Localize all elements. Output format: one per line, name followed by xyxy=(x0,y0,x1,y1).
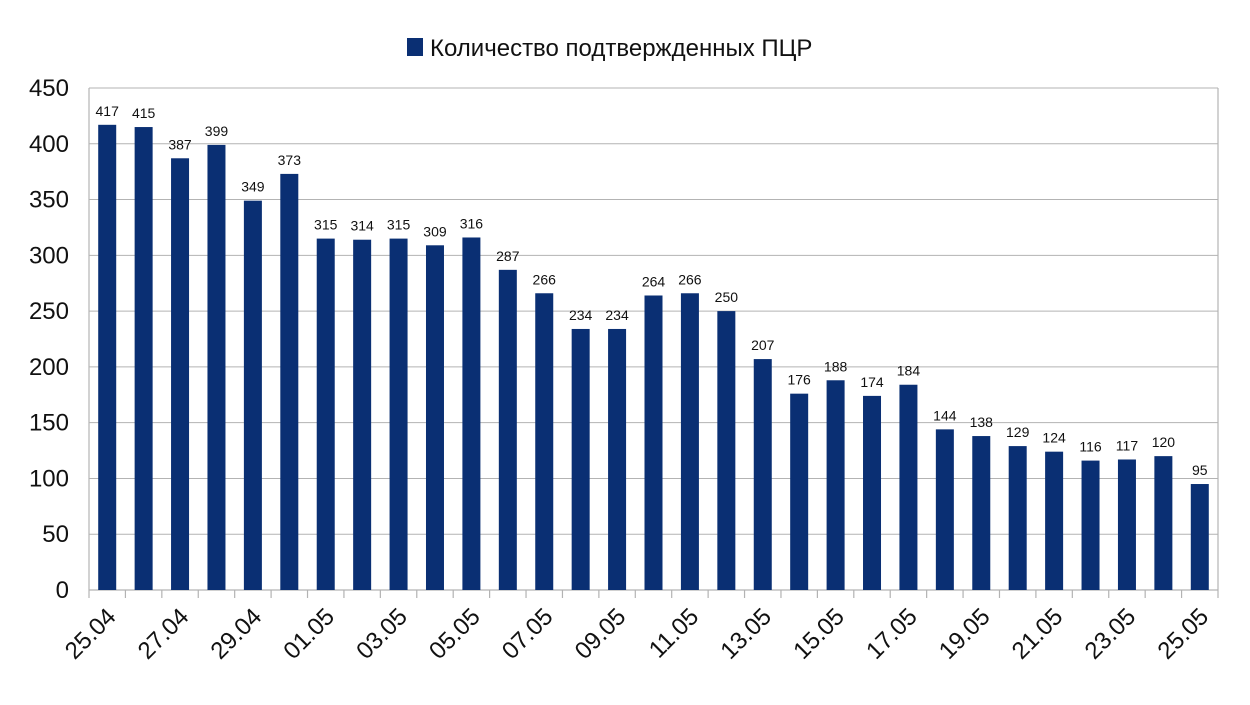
x-tick-label: 29.04 xyxy=(206,603,268,665)
x-tick-label: 23.05 xyxy=(1080,603,1142,665)
bar xyxy=(571,328,590,590)
data-label: 95 xyxy=(1192,462,1208,478)
legend-swatch xyxy=(407,38,423,56)
x-tick-label: 19.05 xyxy=(934,603,996,665)
data-labels: 417 415 387 399 349 373 315 314 315 309 316 287 266 2… xyxy=(96,103,1208,478)
data-label: 264 xyxy=(642,273,666,289)
bar xyxy=(717,311,736,590)
bar xyxy=(608,328,627,590)
data-label: 417 xyxy=(96,103,120,119)
y-tick-label: 200 xyxy=(29,354,69,381)
bar xyxy=(790,393,809,590)
y-tick-label: 250 xyxy=(29,298,69,325)
legend: Количество подтвержденных ПЦР xyxy=(407,35,812,62)
x-tick-label: 17.05 xyxy=(861,603,923,665)
data-label: 129 xyxy=(1006,424,1030,440)
bar xyxy=(935,429,954,590)
x-tick-label: 25.05 xyxy=(1152,603,1214,665)
bar xyxy=(462,237,481,591)
bar xyxy=(134,127,153,591)
data-label: 266 xyxy=(533,271,557,287)
data-label: 117 xyxy=(1116,437,1139,453)
data-label: 207 xyxy=(751,337,775,353)
bars xyxy=(98,124,1209,591)
bar xyxy=(1190,484,1209,590)
data-label: 184 xyxy=(897,363,921,379)
data-label: 176 xyxy=(787,372,811,388)
bar xyxy=(1081,460,1100,590)
bar xyxy=(316,238,335,590)
bar xyxy=(1154,456,1173,590)
bar xyxy=(1045,451,1064,590)
data-label: 234 xyxy=(569,307,593,323)
x-tick-label: 25.04 xyxy=(60,603,122,665)
bar xyxy=(98,124,117,591)
data-label: 373 xyxy=(278,152,302,168)
data-label: 349 xyxy=(241,179,265,195)
bar xyxy=(972,436,991,590)
y-tick-label: 100 xyxy=(29,465,69,492)
bar xyxy=(644,295,663,590)
data-label: 315 xyxy=(314,217,338,233)
bar xyxy=(280,173,299,591)
x-axis-ticks: 25.04 27.04 29.04 01.05 03.05 05.05 07.05 09.05… xyxy=(60,603,1214,665)
y-axis-ticks: 0 50 100 150 200 250 300 350 400 450 xyxy=(29,75,69,604)
y-tick-label: 0 xyxy=(56,577,69,604)
x-tick-label: 07.05 xyxy=(497,603,559,665)
data-label: 399 xyxy=(205,123,229,139)
x-tick-label: 05.05 xyxy=(424,603,486,665)
bar xyxy=(207,144,226,591)
data-label: 316 xyxy=(460,215,484,231)
bar xyxy=(498,269,517,590)
bar xyxy=(389,238,408,590)
data-label: 120 xyxy=(1152,434,1176,450)
data-label: 174 xyxy=(860,374,884,390)
x-tick-label: 27.04 xyxy=(133,603,195,665)
x-tick-label: 09.05 xyxy=(570,603,632,665)
data-label: 387 xyxy=(168,136,192,152)
data-label: 315 xyxy=(387,217,411,233)
data-label: 144 xyxy=(933,407,957,423)
data-label: 188 xyxy=(824,358,848,374)
bar xyxy=(826,380,845,590)
data-label: 309 xyxy=(423,223,447,239)
x-tick-label: 01.05 xyxy=(278,603,340,665)
data-label: 234 xyxy=(605,307,629,323)
x-tick-label: 21.05 xyxy=(1007,603,1069,665)
data-label: 138 xyxy=(970,414,994,430)
x-tick-label: 03.05 xyxy=(351,603,413,665)
data-label: 314 xyxy=(350,218,374,234)
x-tick-label: 15.05 xyxy=(788,603,850,665)
bar xyxy=(171,158,190,590)
bar xyxy=(353,239,372,590)
bar xyxy=(243,200,262,590)
data-label: 415 xyxy=(132,105,156,121)
bar xyxy=(680,293,699,590)
y-tick-label: 450 xyxy=(29,75,69,102)
y-tick-label: 400 xyxy=(29,131,69,158)
x-tick-label: 11.05 xyxy=(644,603,704,663)
bar xyxy=(863,395,882,590)
bar xyxy=(899,384,918,590)
data-label: 116 xyxy=(1079,439,1102,455)
data-label: 287 xyxy=(496,248,520,264)
x-tick-label: 13.05 xyxy=(715,603,777,665)
y-tick-label: 300 xyxy=(29,242,69,269)
bar xyxy=(425,245,444,590)
y-tick-label: 50 xyxy=(42,521,69,548)
bar xyxy=(753,359,772,590)
bar xyxy=(1008,446,1027,590)
bar xyxy=(535,293,554,590)
data-label: 266 xyxy=(678,271,702,287)
data-label: 250 xyxy=(715,289,739,305)
legend-label: Количество подтвержденных ПЦР xyxy=(430,35,812,62)
y-tick-label: 350 xyxy=(29,187,69,214)
bar xyxy=(1117,459,1136,590)
data-label: 124 xyxy=(1042,430,1066,446)
y-tick-label: 150 xyxy=(29,410,69,437)
